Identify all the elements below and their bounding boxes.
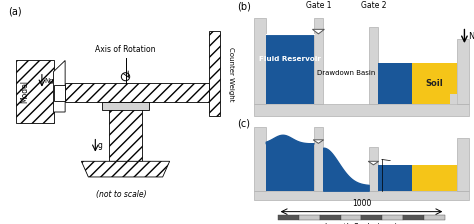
Polygon shape	[313, 140, 324, 143]
Bar	[254, 18, 266, 104]
Bar	[254, 127, 266, 191]
Bar	[369, 27, 378, 104]
Bar	[16, 60, 54, 123]
Bar	[378, 165, 457, 191]
Bar	[209, 31, 219, 116]
Text: (a): (a)	[8, 7, 22, 17]
Text: Drawdown Basin: Drawdown Basin	[317, 70, 375, 75]
Bar	[378, 63, 457, 104]
Bar	[299, 215, 319, 220]
Polygon shape	[312, 29, 324, 34]
Text: Ng: Ng	[45, 78, 55, 84]
Bar	[412, 63, 457, 104]
Bar	[450, 94, 457, 104]
Polygon shape	[82, 161, 170, 177]
Text: (b): (b)	[237, 2, 251, 12]
Bar	[412, 165, 457, 191]
Bar	[254, 191, 469, 200]
Bar	[314, 127, 323, 191]
Text: (c): (c)	[237, 118, 250, 128]
Polygon shape	[54, 60, 65, 112]
Bar	[109, 102, 142, 161]
Bar	[369, 146, 378, 191]
Bar	[457, 138, 469, 191]
Text: Model: Model	[20, 80, 29, 103]
Text: Soil: Soil	[426, 79, 443, 88]
Bar	[266, 143, 314, 191]
Text: Gate 1: Gate 1	[306, 2, 331, 11]
Bar	[340, 215, 362, 220]
Bar	[54, 85, 65, 101]
Text: Fluid Reservoir: Fluid Reservoir	[259, 56, 320, 62]
Bar	[403, 215, 424, 220]
Text: Length Scale (mm): Length Scale (mm)	[325, 223, 398, 224]
Bar	[254, 104, 469, 116]
Text: g: g	[98, 141, 103, 150]
Bar	[314, 18, 323, 104]
Polygon shape	[368, 161, 379, 165]
Bar	[65, 83, 209, 102]
Bar	[102, 102, 149, 110]
Text: Ng: Ng	[468, 32, 474, 41]
Bar	[457, 39, 469, 104]
Bar	[383, 215, 403, 220]
Text: Gate 2: Gate 2	[361, 2, 386, 11]
Bar	[319, 215, 340, 220]
Bar	[266, 34, 314, 104]
Text: Counter Weight: Counter Weight	[228, 47, 234, 101]
Text: (not to scale): (not to scale)	[96, 190, 146, 199]
Text: 1000: 1000	[352, 199, 371, 208]
Text: Axis of Rotation: Axis of Rotation	[95, 45, 156, 54]
Bar	[424, 215, 445, 220]
Bar	[278, 215, 299, 220]
Bar	[362, 215, 383, 220]
